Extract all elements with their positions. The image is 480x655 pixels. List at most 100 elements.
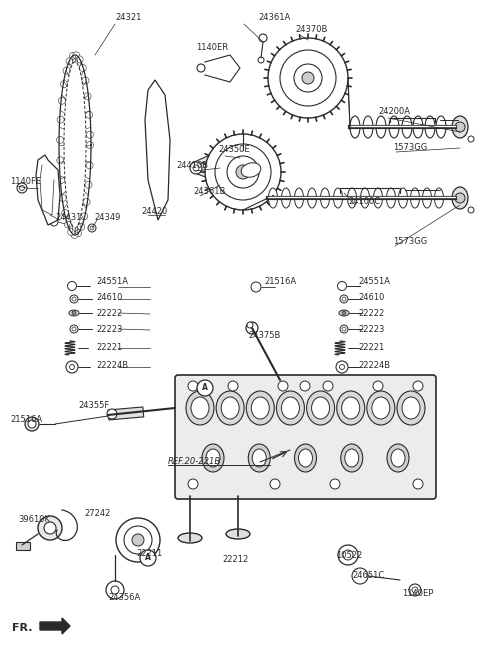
Ellipse shape <box>410 188 420 208</box>
Circle shape <box>82 77 89 84</box>
Circle shape <box>57 157 64 164</box>
Circle shape <box>59 97 65 104</box>
Circle shape <box>352 568 368 584</box>
Circle shape <box>68 229 75 236</box>
Circle shape <box>338 545 358 565</box>
Circle shape <box>81 213 88 220</box>
Circle shape <box>300 381 310 391</box>
Circle shape <box>58 177 65 183</box>
Ellipse shape <box>350 116 360 138</box>
Circle shape <box>340 325 348 333</box>
Text: 24610: 24610 <box>358 293 384 303</box>
Text: 1140EP: 1140EP <box>402 590 433 599</box>
Text: 24356A: 24356A <box>108 593 140 603</box>
Text: 22222: 22222 <box>358 310 384 318</box>
Text: 22221: 22221 <box>358 343 384 352</box>
Circle shape <box>83 198 90 206</box>
Circle shape <box>373 381 383 391</box>
Ellipse shape <box>206 449 220 467</box>
Circle shape <box>66 58 73 65</box>
Circle shape <box>86 162 93 169</box>
Bar <box>108 407 144 420</box>
Text: 24375B: 24375B <box>248 331 280 339</box>
Polygon shape <box>145 80 170 220</box>
Ellipse shape <box>69 310 79 316</box>
Text: 22211: 22211 <box>136 550 162 559</box>
Circle shape <box>72 297 76 301</box>
Circle shape <box>258 57 264 63</box>
Circle shape <box>63 67 70 74</box>
Circle shape <box>106 581 124 599</box>
Text: 24200A: 24200A <box>378 107 410 117</box>
Text: 24100C: 24100C <box>348 198 380 206</box>
Ellipse shape <box>178 533 202 543</box>
Text: 24551A: 24551A <box>358 278 390 286</box>
Circle shape <box>270 479 280 489</box>
Circle shape <box>188 479 198 489</box>
Ellipse shape <box>252 397 269 419</box>
Ellipse shape <box>402 397 420 419</box>
Ellipse shape <box>295 444 316 472</box>
Ellipse shape <box>360 188 370 208</box>
Text: A: A <box>202 383 208 392</box>
Ellipse shape <box>248 444 270 472</box>
Text: 22222: 22222 <box>96 310 122 318</box>
Circle shape <box>61 210 69 217</box>
Circle shape <box>64 221 72 228</box>
Circle shape <box>227 156 259 188</box>
Ellipse shape <box>397 391 425 425</box>
Circle shape <box>70 52 76 60</box>
Circle shape <box>70 364 74 369</box>
Ellipse shape <box>312 397 330 419</box>
Circle shape <box>468 207 474 213</box>
Circle shape <box>78 223 85 231</box>
Circle shape <box>330 479 340 489</box>
Circle shape <box>76 56 83 63</box>
Ellipse shape <box>342 397 360 419</box>
Ellipse shape <box>422 188 432 208</box>
Bar <box>16 542 30 550</box>
Ellipse shape <box>387 444 409 472</box>
Ellipse shape <box>363 116 373 138</box>
Text: 24551A: 24551A <box>96 278 128 286</box>
Circle shape <box>193 165 199 171</box>
Circle shape <box>68 282 76 291</box>
Text: A: A <box>145 553 151 563</box>
Text: 1573GG: 1573GG <box>393 238 427 246</box>
Circle shape <box>205 134 281 210</box>
Ellipse shape <box>308 188 316 208</box>
Ellipse shape <box>202 444 224 472</box>
Circle shape <box>468 136 474 142</box>
Ellipse shape <box>367 391 395 425</box>
Circle shape <box>190 162 202 174</box>
Circle shape <box>228 381 238 391</box>
Circle shape <box>20 185 24 191</box>
Text: 39610K: 39610K <box>18 515 50 525</box>
Circle shape <box>413 479 423 489</box>
Polygon shape <box>40 618 70 634</box>
Ellipse shape <box>373 188 383 208</box>
Ellipse shape <box>413 116 423 138</box>
Text: 10522: 10522 <box>336 552 362 561</box>
Ellipse shape <box>246 391 274 425</box>
Circle shape <box>188 381 198 391</box>
Text: 22223: 22223 <box>358 326 384 335</box>
Circle shape <box>197 380 213 396</box>
Ellipse shape <box>186 391 214 425</box>
Ellipse shape <box>391 449 405 467</box>
Circle shape <box>280 50 336 106</box>
Text: 24410B: 24410B <box>176 162 208 170</box>
Circle shape <box>79 64 86 71</box>
Ellipse shape <box>345 449 359 467</box>
Text: 24370B: 24370B <box>295 26 327 35</box>
Circle shape <box>60 195 66 201</box>
Circle shape <box>342 327 346 331</box>
Ellipse shape <box>425 116 435 138</box>
Circle shape <box>72 327 76 331</box>
Circle shape <box>215 144 271 200</box>
Ellipse shape <box>276 391 304 425</box>
Text: 24610: 24610 <box>96 293 122 303</box>
Circle shape <box>28 420 36 428</box>
Circle shape <box>247 322 253 328</box>
Circle shape <box>197 64 205 72</box>
